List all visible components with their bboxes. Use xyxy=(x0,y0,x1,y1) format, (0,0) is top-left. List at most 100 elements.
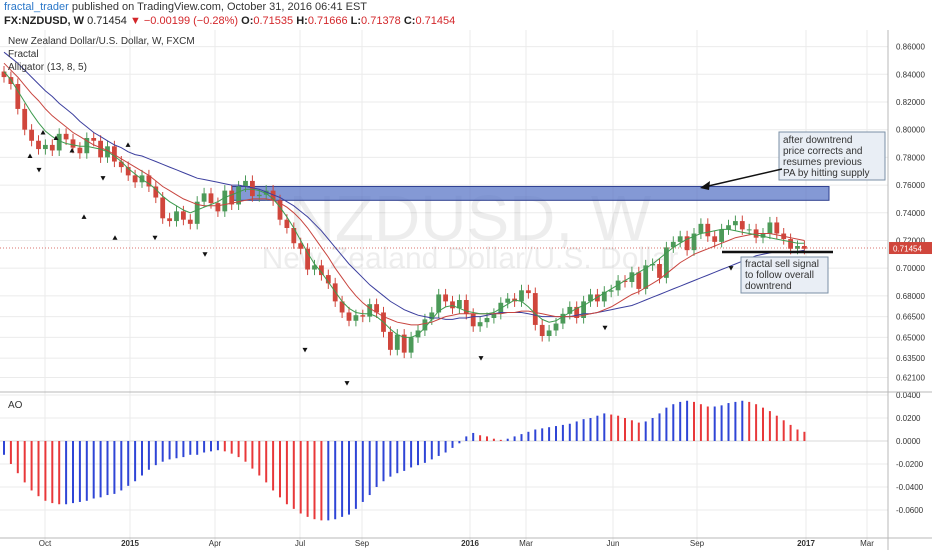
candle-body xyxy=(546,330,552,336)
candle-body xyxy=(608,290,614,292)
alligator-indicator-label[interactable]: Alligator (13, 8, 5) xyxy=(8,62,87,73)
fractal-down-marker xyxy=(602,325,608,331)
alligator-lines xyxy=(3,51,805,338)
candle-body xyxy=(374,304,379,313)
candle-body xyxy=(650,264,655,266)
candle-body xyxy=(394,334,400,350)
y-tick-label: 0.78000 xyxy=(896,153,925,162)
x-tick-label: Jul xyxy=(295,539,305,548)
candle-body xyxy=(146,175,152,187)
candle-body xyxy=(270,190,276,201)
candle-body xyxy=(760,233,766,238)
candle-body xyxy=(491,313,497,318)
y-tick-label: 0.62100 xyxy=(896,374,925,383)
candle-body xyxy=(160,197,166,219)
supply-zone-rect xyxy=(231,185,830,201)
y-tick-label: 0.65000 xyxy=(896,333,925,342)
legend: New Zealand Dollar/U.S. Dollar, W, FXCM … xyxy=(8,36,195,411)
candle-body xyxy=(470,313,476,327)
candle-body xyxy=(70,139,76,148)
candle-body xyxy=(739,221,745,230)
candle-body xyxy=(629,272,635,282)
candle-body xyxy=(277,200,283,220)
low-label: L: xyxy=(350,15,362,27)
candle-body xyxy=(208,193,214,204)
annotation-text-fractal: fractal sell signal to follow overall down… xyxy=(745,259,819,292)
candle-body xyxy=(733,221,738,226)
ao-y-tick-label: -0.0400 xyxy=(896,483,924,492)
annotation-text-supply: after downtrend price corrects and resumes… xyxy=(783,135,870,179)
fractal-indicator-label[interactable]: Fractal xyxy=(8,49,39,60)
fractal-up-marker xyxy=(125,142,131,147)
alligator-teeth-line xyxy=(3,62,805,326)
candle-body xyxy=(401,334,407,353)
fractal-down-marker xyxy=(478,356,484,361)
y-tick-label: 0.63500 xyxy=(896,354,925,363)
y-tick-label: 0.84000 xyxy=(896,70,925,79)
candle-body xyxy=(684,236,690,251)
candle-body xyxy=(215,203,221,212)
candle-body xyxy=(319,265,324,276)
annotation-box-fractal xyxy=(740,256,829,294)
candle-body xyxy=(132,175,138,183)
axes: 0.86000 0.84000 0.82000 0.80000 0.78000 0.760… xyxy=(0,30,932,550)
candles xyxy=(1,66,807,359)
fractal-up-marker xyxy=(40,129,46,135)
y-tick-label: 0.74000 xyxy=(896,209,925,218)
ao-y-tick-label: 0.0000 xyxy=(896,437,921,446)
last-price-tag xyxy=(889,242,932,255)
x-tick-label: 2015 xyxy=(121,539,139,548)
candle-body xyxy=(622,280,628,282)
chart-header: fractal_trader published on TradingView.… xyxy=(0,0,932,30)
annotation-arrow xyxy=(703,168,783,188)
candle-body xyxy=(636,272,642,289)
candle-body xyxy=(1,71,7,78)
alligator-lips-line xyxy=(3,71,805,338)
candle-body xyxy=(305,248,310,270)
x-tick-label: Mar xyxy=(860,539,874,548)
candle-body xyxy=(802,246,807,249)
y-tick-label: 0.66500 xyxy=(896,313,925,322)
candle-body xyxy=(463,300,469,314)
y-tick-label: 0.80000 xyxy=(896,126,925,135)
watermark-name: New Zealand Dollar/U.S. Dollar xyxy=(262,242,679,275)
candle-body xyxy=(201,193,207,202)
symbol-label[interactable]: FX:NZDUSD, W xyxy=(4,15,85,27)
candle-body xyxy=(505,298,511,303)
candle-body xyxy=(181,211,186,220)
ao-y-tick-label: -0.0600 xyxy=(896,506,924,515)
candle-body xyxy=(484,318,490,323)
candle-body xyxy=(657,264,662,278)
candle-body xyxy=(532,293,538,325)
fractal-up-marker xyxy=(53,135,59,140)
annotation-line: PA by hitting supply xyxy=(783,168,870,179)
candle-body xyxy=(112,146,117,162)
high-label: H: xyxy=(296,15,308,27)
candle-body xyxy=(664,247,669,278)
candle-body xyxy=(125,167,131,176)
y-tick-label: 0.72000 xyxy=(896,236,925,245)
fractal-down-marker xyxy=(152,235,158,241)
candle-body xyxy=(795,246,800,249)
candle-body xyxy=(256,194,262,197)
candle-body xyxy=(77,147,83,154)
candle-body xyxy=(712,236,718,242)
candle-body xyxy=(167,218,172,222)
candle-body xyxy=(774,222,780,234)
candle-body xyxy=(615,280,621,291)
candle-body xyxy=(84,138,90,154)
candle-body xyxy=(450,301,455,309)
candle-body xyxy=(581,301,586,318)
candle-body xyxy=(691,233,697,251)
annotation-arrowhead xyxy=(700,181,710,190)
candle-body xyxy=(422,319,428,331)
author-link[interactable]: fractal_trader xyxy=(4,1,69,13)
candle-body xyxy=(788,239,793,249)
annotation-line: to follow overall xyxy=(745,270,814,281)
y-tick-label: 0.70000 xyxy=(896,264,925,273)
x-tick-label: 2017 xyxy=(797,539,815,548)
annotations: after downtrend price corrects and resumes… xyxy=(700,131,886,294)
candle-body xyxy=(229,190,235,205)
chart-area[interactable]: NZDUSD, W New Zealand Dollar/U.S. Dollar… xyxy=(0,30,932,550)
fractal-up-marker xyxy=(81,214,87,219)
